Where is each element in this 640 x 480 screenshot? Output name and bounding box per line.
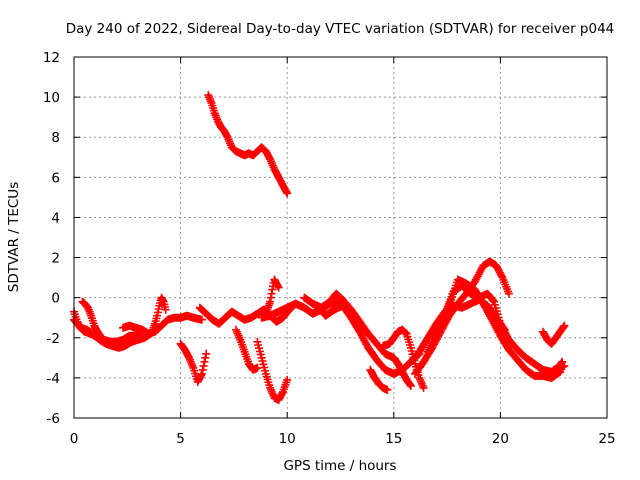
series-arc-d (119, 311, 206, 338)
series-points (232, 325, 262, 374)
series-arc-q (389, 353, 415, 390)
series-arc-o (366, 365, 392, 394)
series-points (313, 301, 424, 378)
y-tick-label: -6 (47, 411, 60, 427)
series-arc-v (539, 321, 569, 348)
series-points (549, 357, 567, 374)
series-arc-i (232, 325, 262, 374)
series-points (366, 365, 392, 394)
y-tick-label: 6 (51, 170, 60, 186)
series-points (148, 293, 170, 334)
y-tick-label: 2 (51, 251, 60, 267)
series-points (119, 311, 206, 338)
series-points (300, 289, 398, 362)
series-arc-f (176, 339, 211, 386)
series-points (176, 339, 211, 386)
x-tick-label: 5 (176, 431, 185, 447)
series-points (389, 353, 415, 390)
y-tick-label: -4 (47, 371, 60, 387)
chart-title: Day 240 of 2022, Sidereal Day-to-day VTE… (66, 21, 615, 37)
x-tick-label: 0 (70, 431, 79, 447)
y-tick-label: 10 (43, 90, 60, 106)
series-points (204, 91, 292, 198)
y-tick-label: -2 (47, 331, 60, 347)
series-arc-u (436, 275, 565, 382)
series-points (78, 297, 106, 342)
series-points (436, 275, 565, 382)
series-arc-c (78, 297, 106, 342)
series-arc-l (261, 275, 283, 318)
x-axis-label: GPS time / hours (283, 458, 396, 474)
x-tick-label: 25 (598, 431, 615, 447)
y-tick-label: 0 (51, 291, 60, 307)
y-axis-label: SDTVAR / TECUs (6, 182, 22, 292)
series-arc-g (204, 91, 292, 198)
y-tick-labels: -6 -4 -2 0 2 4 6 8 10 12 (43, 50, 60, 427)
series-points (379, 325, 428, 392)
series-arc-j (253, 337, 292, 404)
x-tick-label: 10 (279, 431, 296, 447)
data-layer (70, 91, 569, 404)
y-tick-label: 4 (51, 210, 60, 226)
series-arc-e (148, 293, 170, 334)
series-points (253, 337, 292, 404)
y-tick-label: 12 (43, 50, 60, 66)
series-arc-m (300, 289, 398, 362)
series-points (539, 321, 569, 348)
series-arc-p (379, 325, 428, 392)
x-tick-label: 15 (385, 431, 402, 447)
series-arc-n (313, 301, 424, 378)
x-tick-label: 20 (492, 431, 509, 447)
axis-ticks (73, 56, 608, 419)
x-tick-labels: 0 5 10 15 20 25 (70, 431, 616, 447)
series-points (261, 275, 283, 318)
plot-frame (73, 56, 608, 419)
y-tick-label: 8 (51, 130, 60, 146)
series-arc-w (549, 357, 567, 374)
